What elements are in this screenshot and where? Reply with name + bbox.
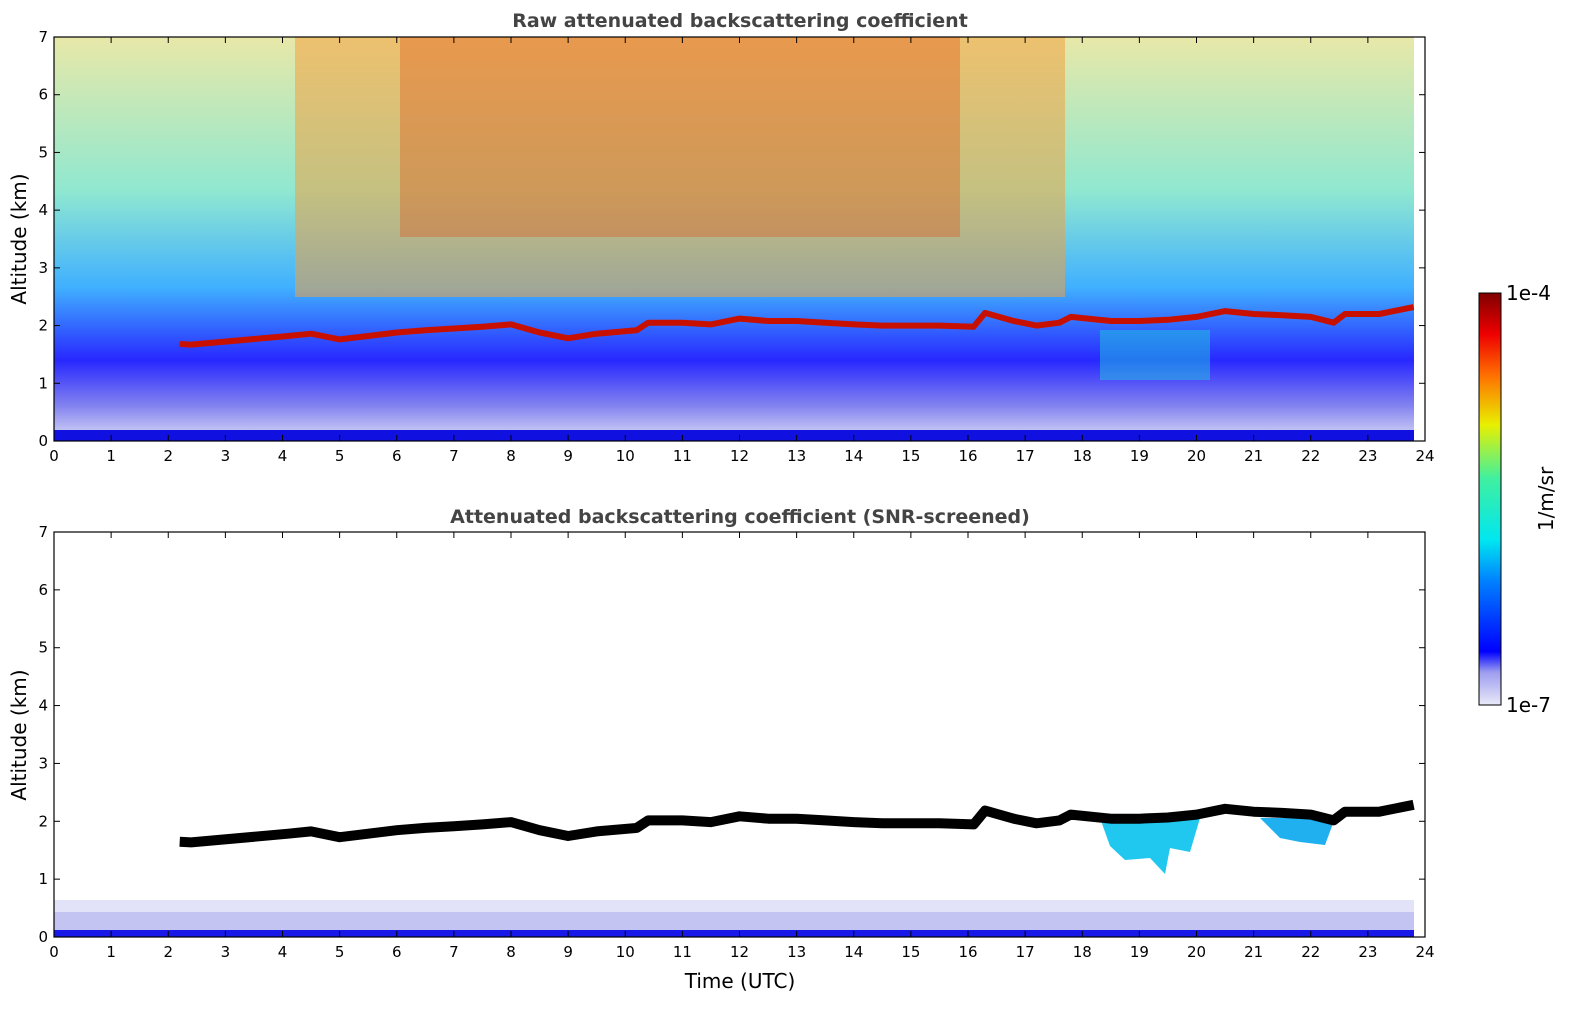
xtick-label: 5 — [335, 943, 345, 961]
screened-fall-streak-2 — [1260, 818, 1335, 845]
ytick-label: 6 — [38, 86, 48, 104]
xtick-label: 13 — [787, 943, 806, 961]
ytick-label: 3 — [38, 754, 48, 772]
panel-raw-ylabel: Altitude (km) — [7, 173, 31, 304]
xtick-label: 24 — [1415, 447, 1434, 465]
xtick-label: 11 — [673, 943, 692, 961]
xtick-label: 17 — [1016, 447, 1035, 465]
panel-raw-title: Raw attenuated backscattering coefficien… — [512, 10, 968, 32]
xtick-label: 18 — [1073, 943, 1092, 961]
screened-surface-band — [54, 930, 1414, 937]
panel-screened-frame — [53, 531, 1426, 938]
ytick-label: 4 — [38, 201, 48, 219]
panel-screened-title: Attenuated backscattering coefficient (S… — [450, 506, 1030, 528]
colorbar-gradient — [1478, 292, 1502, 706]
panel-raw: Raw attenuated backscattering coefficien… — [7, 10, 1435, 465]
xtick-label: 14 — [844, 943, 863, 961]
xtick-label: 23 — [1358, 447, 1377, 465]
screened-cloud-layer — [179, 799, 1415, 848]
ytick-label: 5 — [38, 639, 48, 657]
xtick-label: 10 — [616, 943, 635, 961]
panel-screened-xlabel: Time (UTC) — [684, 969, 796, 993]
panel-raw-yticks: 0 1 2 3 4 5 6 7 — [38, 28, 1425, 450]
colorbar: 1e-4 1e-7 1/m/sr — [1478, 281, 1558, 717]
colorbar-unit-label: 1/m/sr — [1534, 466, 1558, 531]
xtick-label: 19 — [1130, 943, 1149, 961]
xtick-label: 15 — [901, 943, 920, 961]
xtick-label: 1 — [106, 943, 116, 961]
ytick-label: 1 — [38, 870, 48, 888]
raw-cloud-layer — [179, 304, 1415, 348]
xtick-label: 8 — [506, 447, 516, 465]
xtick-label: 20 — [1187, 943, 1206, 961]
xtick-label: 14 — [844, 447, 863, 465]
ytick-label: 1 — [38, 374, 48, 392]
panel-screened-xticks: 0 1 2 3 4 5 6 7 8 9 10 11 12 13 14 15 16 17 18 19 20 21 22 23 24 — [49, 532, 1435, 961]
xtick-label: 23 — [1358, 943, 1377, 961]
raw-noise-warm-zone — [295, 37, 1065, 297]
xtick-label: 5 — [335, 447, 345, 465]
xtick-label: 4 — [278, 943, 288, 961]
xtick-label: 2 — [163, 943, 173, 961]
ytick-label: 0 — [38, 432, 48, 450]
xtick-label: 0 — [49, 447, 59, 465]
colorbar-min-label: 1e-7 — [1506, 693, 1551, 717]
ytick-label: 4 — [38, 697, 48, 715]
ytick-label: 6 — [38, 581, 48, 599]
xtick-label: 3 — [221, 447, 231, 465]
xtick-label: 9 — [563, 447, 573, 465]
raw-heatmap — [54, 37, 1415, 441]
ytick-label: 2 — [38, 317, 48, 335]
xtick-label: 22 — [1301, 447, 1320, 465]
xtick-label: 4 — [278, 447, 288, 465]
screened-heatmap — [54, 799, 1415, 937]
xtick-label: 22 — [1301, 943, 1320, 961]
xtick-label: 17 — [1016, 943, 1035, 961]
raw-surface-band — [54, 430, 1414, 441]
xtick-label: 3 — [221, 943, 231, 961]
xtick-label: 21 — [1244, 447, 1263, 465]
xtick-label: 16 — [958, 447, 977, 465]
screened-surface-mid — [54, 912, 1414, 930]
screened-fall-streak-1 — [1100, 818, 1200, 874]
panel-screened: Attenuated backscattering coefficient (S… — [7, 506, 1435, 993]
xtick-label: 24 — [1415, 943, 1434, 961]
ytick-label: 5 — [38, 143, 48, 161]
xtick-label: 6 — [392, 447, 402, 465]
ytick-label: 3 — [38, 259, 48, 277]
xtick-label: 7 — [449, 943, 459, 961]
panel-screened-ylabel: Altitude (km) — [7, 669, 31, 800]
xtick-label: 11 — [673, 447, 692, 465]
xtick-label: 9 — [563, 943, 573, 961]
xtick-label: 18 — [1073, 447, 1092, 465]
xtick-label: 0 — [49, 943, 59, 961]
ytick-label: 7 — [38, 523, 48, 541]
xtick-label: 8 — [506, 943, 516, 961]
xtick-label: 15 — [901, 447, 920, 465]
xtick-label: 10 — [616, 447, 635, 465]
xtick-label: 21 — [1244, 943, 1263, 961]
raw-fall-streak — [1100, 330, 1210, 380]
panel-raw-xticks: 0 1 2 3 4 5 6 7 8 9 10 11 12 13 14 15 16 17 18 19 20 21 22 23 24 — [49, 37, 1435, 465]
xtick-label: 16 — [958, 943, 977, 961]
xtick-label: 1 — [106, 447, 116, 465]
xtick-label: 2 — [163, 447, 173, 465]
xtick-label: 6 — [392, 943, 402, 961]
xtick-label: 12 — [730, 447, 749, 465]
colorbar-max-label: 1e-4 — [1506, 281, 1551, 305]
raw-noise-hot-zone — [400, 37, 960, 237]
xtick-label: 19 — [1130, 447, 1149, 465]
xtick-label: 12 — [730, 943, 749, 961]
ytick-label: 2 — [38, 812, 48, 830]
xtick-label: 20 — [1187, 447, 1206, 465]
panel-screened-yticks: 0 1 2 3 4 5 6 7 — [38, 523, 1425, 946]
xtick-label: 7 — [449, 447, 459, 465]
ytick-label: 7 — [38, 28, 48, 46]
ytick-label: 0 — [38, 928, 48, 946]
xtick-label: 13 — [787, 447, 806, 465]
